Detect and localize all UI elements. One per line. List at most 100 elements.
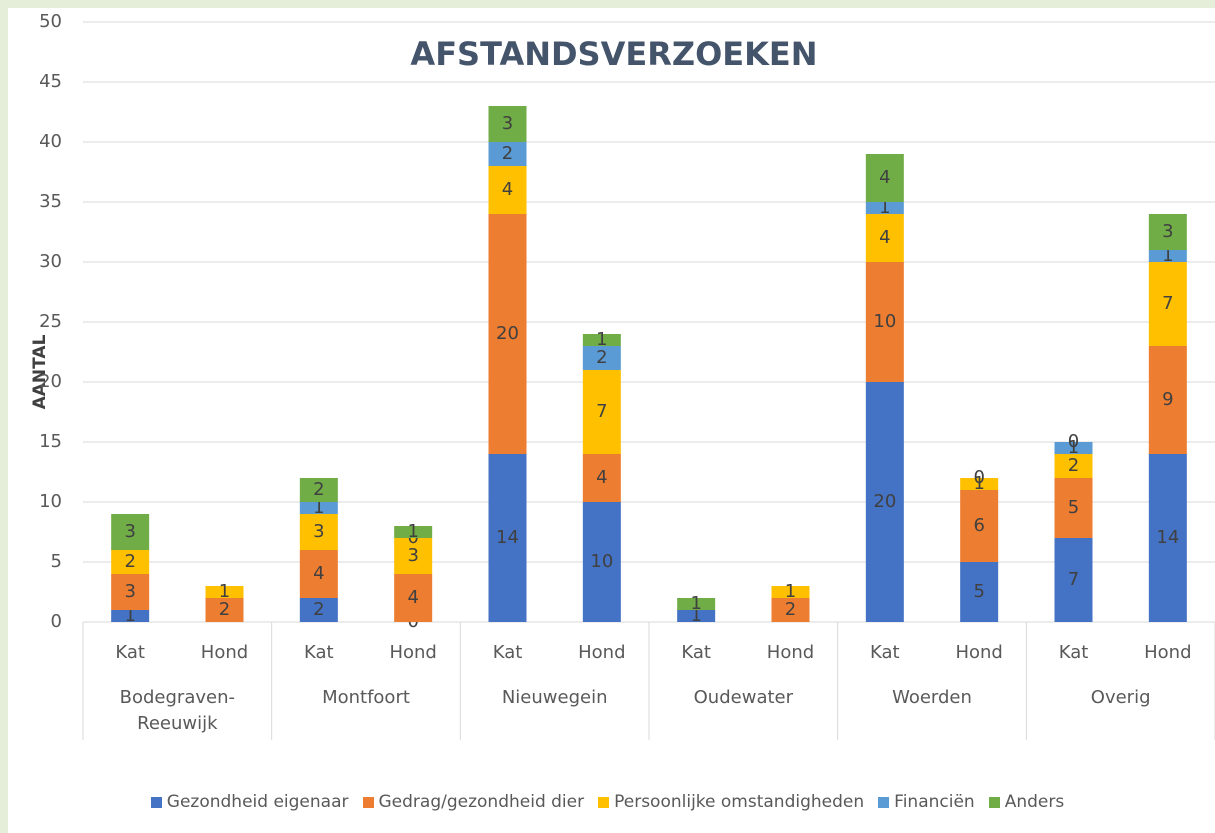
- legend-label: Gezondheid eigenaar: [166, 792, 349, 812]
- data-label: 9: [1162, 389, 1173, 410]
- bar-segment: [205, 586, 244, 598]
- data-label: 1: [1068, 437, 1079, 458]
- legend-label: Anders: [1004, 792, 1065, 812]
- data-label: 1: [596, 329, 607, 350]
- x-tick-label: Kat: [115, 642, 145, 663]
- legend-swatch: [878, 796, 890, 808]
- data-label: 5: [1068, 497, 1079, 518]
- data-label: 1: [879, 197, 890, 218]
- group-label: Oudewater: [693, 687, 794, 708]
- data-label: 3: [313, 521, 324, 542]
- bar-segment: [205, 598, 244, 622]
- bar-segment: [111, 574, 150, 610]
- y-tick-label: 20: [39, 371, 62, 392]
- y-tick-label: 45: [39, 71, 62, 92]
- legend-item: Persoonlijke omstandigheden: [598, 792, 864, 812]
- data-label: 0: [973, 467, 984, 488]
- data-label: 1: [973, 473, 984, 494]
- data-label: 20: [873, 491, 896, 512]
- bar-segment: [299, 514, 338, 550]
- chart-title: AFSTANDSVERZOEKEN: [410, 35, 817, 73]
- x-tick-label: Hond: [389, 642, 436, 663]
- bar-segment: [488, 454, 527, 622]
- data-label: 7: [1068, 569, 1079, 590]
- bar-segment: [1148, 346, 1187, 454]
- bar-segment: [111, 514, 150, 550]
- legend-label: Persoonlijke omstandigheden: [614, 792, 865, 812]
- bar-segment: [299, 598, 338, 622]
- bar-segment: [960, 490, 999, 562]
- y-axis-label: AANTAL: [30, 334, 50, 409]
- data-label: 2: [596, 347, 607, 368]
- bar-segment: [582, 502, 621, 622]
- bar-segment: [677, 610, 716, 622]
- data-label: 3: [502, 113, 513, 134]
- bar-segment: [1148, 454, 1187, 622]
- data-label: 3: [1162, 221, 1173, 242]
- legend-item: Gedrag/gezondheid dier: [362, 792, 584, 812]
- x-tick-label: Hond: [955, 642, 1002, 663]
- legend-swatch: [362, 796, 374, 808]
- data-label: 2: [219, 599, 230, 620]
- data-label: 1: [219, 581, 230, 602]
- group-label: Nieuwegein: [501, 687, 608, 708]
- bar-segment: [865, 214, 904, 262]
- data-label: 0: [1068, 431, 1079, 452]
- y-tick-label: 15: [39, 431, 62, 452]
- data-label: 3: [124, 581, 135, 602]
- data-label: 1: [407, 521, 418, 542]
- data-label: 3: [407, 545, 418, 566]
- x-tick-label: Hond: [767, 642, 814, 663]
- bar-segment: [1054, 442, 1093, 454]
- bar-segment: [677, 598, 716, 610]
- bar-segment: [488, 166, 527, 214]
- group-label: Montfoort: [322, 687, 410, 708]
- data-label: 4: [407, 587, 418, 608]
- bar-segment: [865, 202, 904, 214]
- bar-segment: [771, 598, 810, 622]
- y-tick-label: 25: [39, 311, 62, 332]
- data-label: 2: [313, 479, 324, 500]
- bar-segment: [582, 334, 621, 346]
- x-tick-label: Kat: [304, 642, 334, 663]
- bar-segment: [582, 346, 621, 370]
- bar-segment: [960, 478, 999, 490]
- data-label: 2: [124, 551, 135, 572]
- data-label: 4: [879, 167, 890, 188]
- bar-segment: [865, 154, 904, 202]
- bar-segment: [394, 538, 433, 574]
- data-label: 1: [785, 581, 796, 602]
- data-label: 1: [1162, 245, 1173, 266]
- bar-segment: [488, 106, 527, 142]
- data-label: 7: [596, 401, 607, 422]
- bar-segment: [960, 562, 999, 622]
- data-label: 5: [973, 581, 984, 602]
- x-tick-label: Hond: [1144, 642, 1191, 663]
- data-label: 14: [1156, 527, 1179, 548]
- data-label: 10: [590, 551, 613, 572]
- data-label: 2: [502, 143, 513, 164]
- data-label: 6: [973, 515, 984, 536]
- x-tick-label: Hond: [578, 642, 625, 663]
- group-label: Overig: [1090, 687, 1151, 708]
- bar-segment: [1054, 454, 1093, 478]
- legend: Gezondheid eigenaar Gedrag/gezondheid die…: [0, 792, 1215, 812]
- data-label: 1: [690, 593, 701, 614]
- data-label: 7: [1162, 293, 1173, 314]
- legend-item: Financiën: [878, 792, 975, 812]
- group-label: Woerden: [892, 687, 972, 708]
- bar-segment: [299, 478, 338, 502]
- x-tick-label: Kat: [493, 642, 523, 663]
- bar-segment: [865, 382, 904, 622]
- bar-segment: [488, 142, 527, 166]
- bar-segment: [1054, 478, 1093, 538]
- x-tick-label: Kat: [1059, 642, 1089, 663]
- legend-item: Gezondheid eigenaar: [150, 792, 349, 812]
- bar-segment: [394, 526, 433, 538]
- y-tick-label: 40: [39, 131, 62, 152]
- bar-segment: [865, 262, 904, 382]
- data-label: 14: [496, 527, 519, 548]
- group-label: Bodegraven-Reeuwijk: [119, 687, 235, 734]
- legend-item: Anders: [988, 792, 1065, 812]
